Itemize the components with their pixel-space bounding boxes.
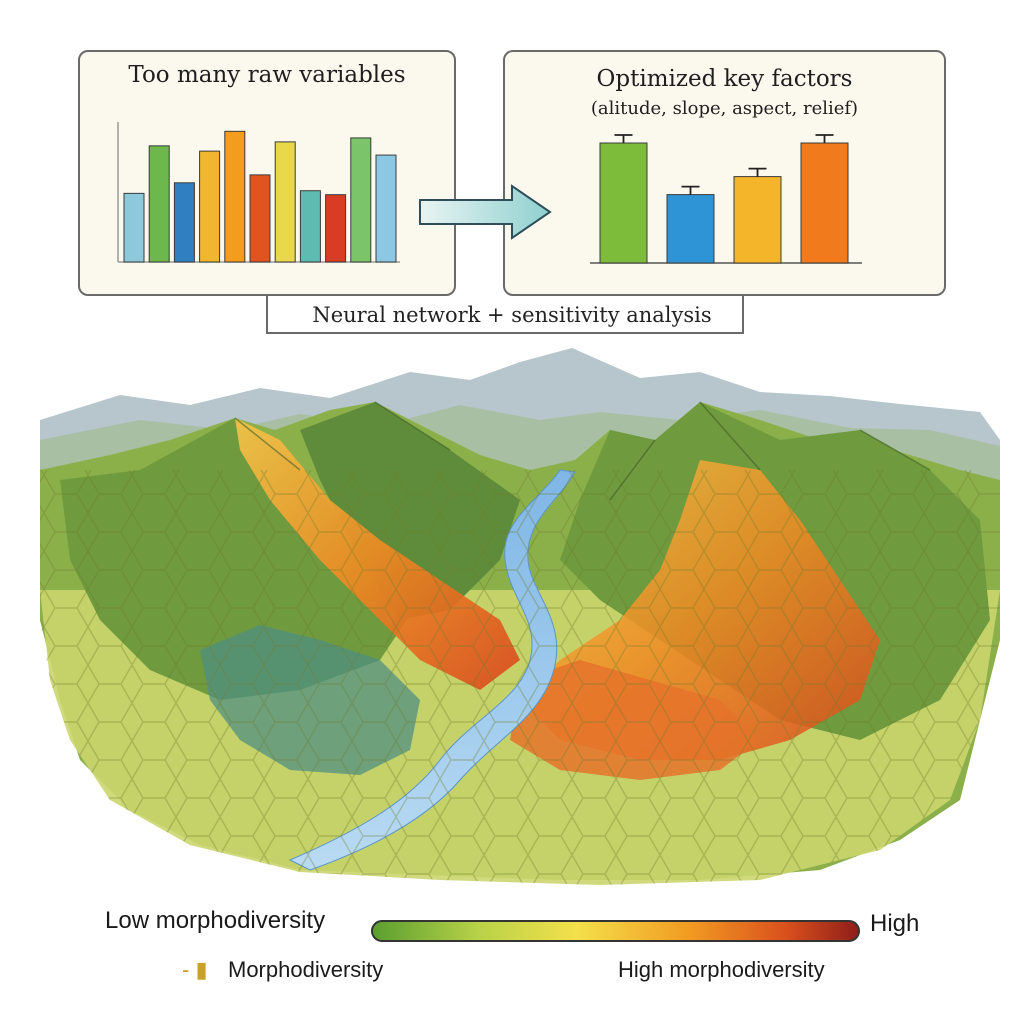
error-bar-2 xyxy=(748,167,767,177)
legend-morpho-label: Morphodiversity xyxy=(228,957,384,982)
legend-high-morpho-label: High morphodiversity xyxy=(618,957,825,982)
error-bar-3 xyxy=(815,134,834,143)
legend-high-label: High xyxy=(870,910,920,937)
bar-5 xyxy=(249,174,271,263)
key-factors-subtitle: (alitude, slope, aspect, relief) xyxy=(590,98,859,119)
legend-low-label: Low morphodiversity xyxy=(105,907,326,934)
error-bar-1 xyxy=(681,185,700,195)
morphodiversity-colorbar xyxy=(371,920,860,942)
process-bracket xyxy=(266,296,744,334)
key-factors-title: Optimized key factors xyxy=(596,66,853,92)
bar-1 xyxy=(666,194,715,264)
bar-3 xyxy=(800,142,849,264)
bar-8 xyxy=(325,194,347,263)
error-bar-0 xyxy=(614,134,633,143)
legend-swatch-icon: - ▮ xyxy=(182,957,208,982)
right-arrow-icon xyxy=(419,184,552,240)
bar-2 xyxy=(173,182,195,263)
bar-10 xyxy=(375,154,397,263)
key-factors-panel xyxy=(503,50,946,296)
bar-2 xyxy=(733,176,782,264)
raw-variables-title: Too many raw variables xyxy=(128,62,406,88)
bar-6 xyxy=(274,141,296,263)
bar-1 xyxy=(148,145,170,263)
process-label: Neural network + sensitivity analysis xyxy=(312,303,712,327)
bar-0 xyxy=(123,192,145,263)
bar-3 xyxy=(199,150,221,263)
bar-7 xyxy=(299,190,321,263)
bar-0 xyxy=(599,142,648,264)
right-chart xyxy=(590,134,862,264)
terrain-illustration xyxy=(40,348,1000,885)
bar-4 xyxy=(224,130,246,263)
left-chart xyxy=(117,122,400,263)
bar-9 xyxy=(350,137,372,263)
